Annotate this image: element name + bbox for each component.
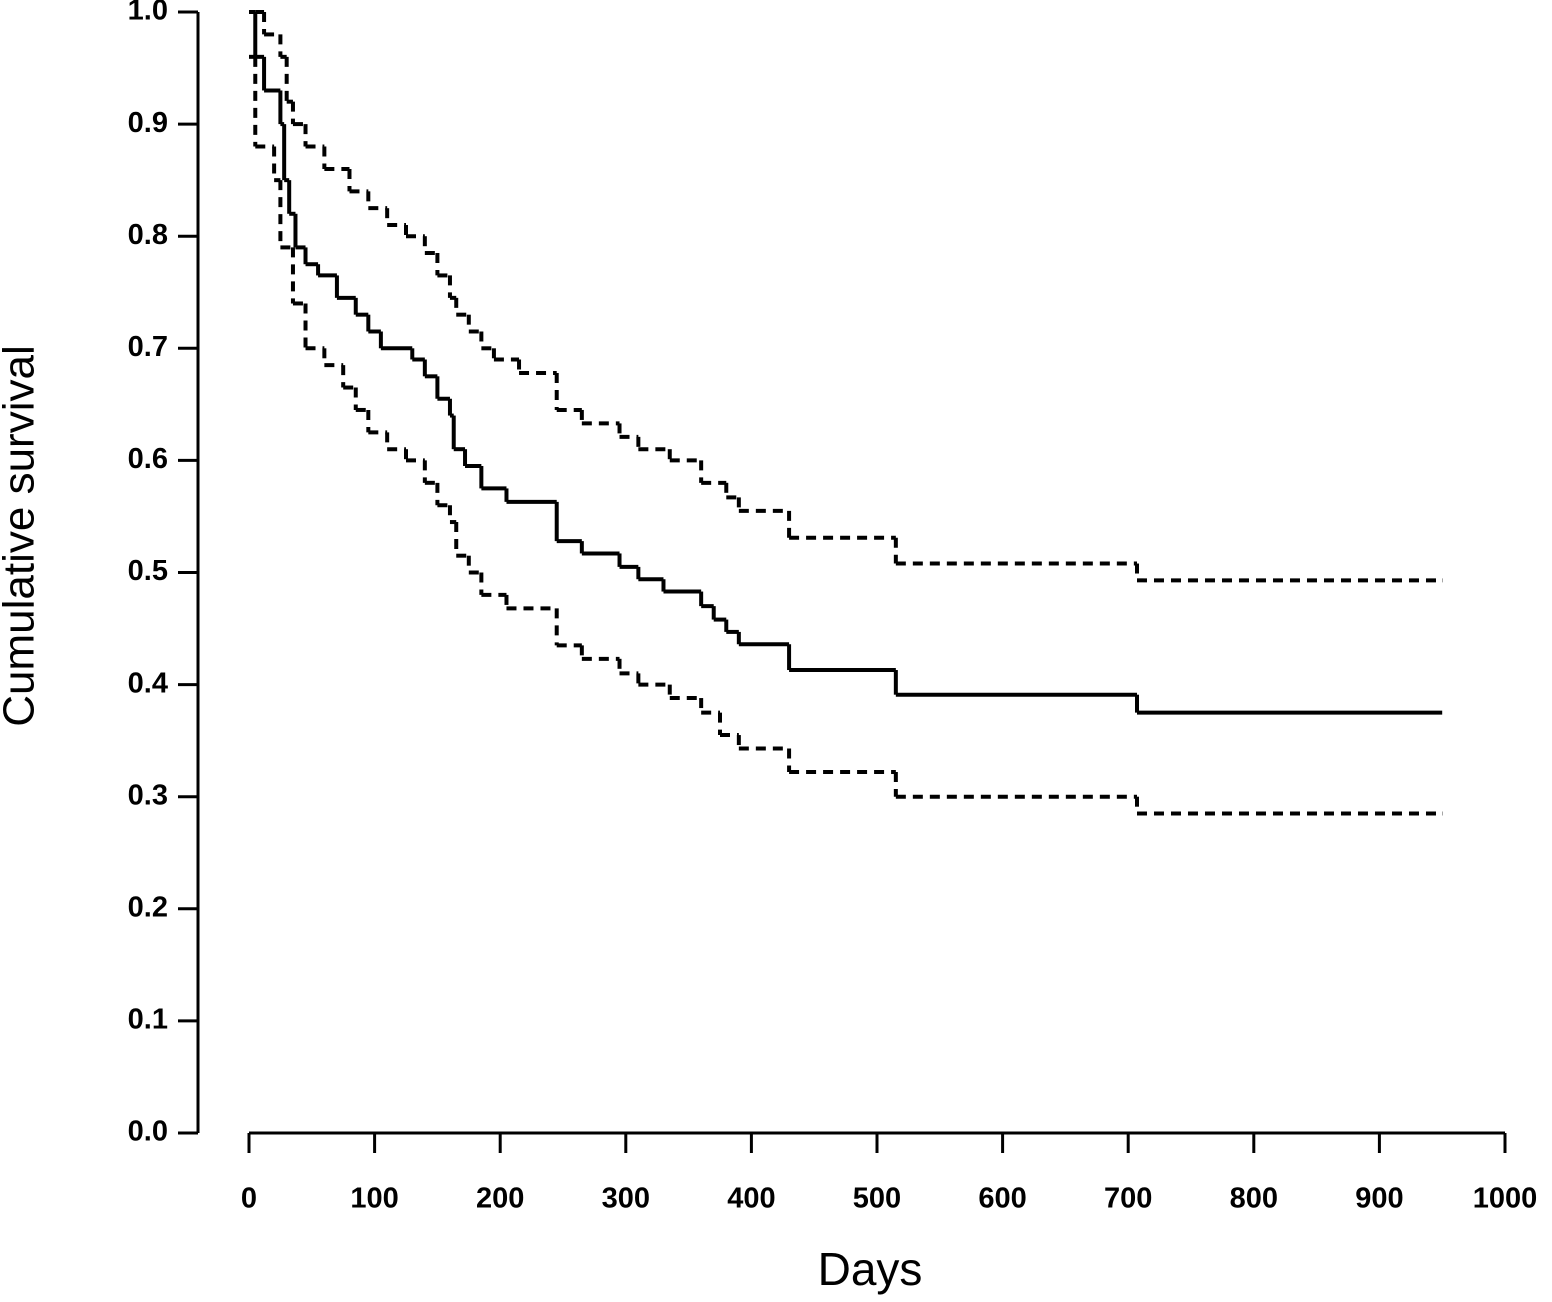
- x-tick-label: 500: [853, 1183, 901, 1215]
- y-tick-label: 0.6: [128, 443, 168, 475]
- y-tick-label: 0.9: [128, 107, 168, 139]
- y-tick-label: 0.4: [128, 667, 168, 699]
- x-tick-label: 400: [727, 1183, 775, 1215]
- x-tick-label: 700: [1104, 1183, 1152, 1215]
- y-tick-label: 0.2: [128, 891, 168, 923]
- x-tick-label: 800: [1230, 1183, 1278, 1215]
- x-tick-label: 600: [978, 1183, 1026, 1215]
- x-tick-label: 200: [476, 1183, 524, 1215]
- x-axis-label: Days: [818, 1243, 923, 1295]
- y-tick-label: 0.5: [128, 555, 168, 587]
- y-tick-label: 0.3: [128, 779, 168, 811]
- x-tick-label: 1000: [1473, 1183, 1538, 1215]
- y-tick-label: 0.7: [128, 331, 168, 363]
- x-tick-label: 0: [241, 1183, 257, 1215]
- x-tick-label: 100: [350, 1183, 398, 1215]
- x-tick-label: 900: [1355, 1183, 1403, 1215]
- y-tick-label: 0.8: [128, 219, 168, 251]
- y-tick-label: 1.0: [128, 0, 168, 27]
- x-tick-label: 300: [602, 1183, 650, 1215]
- y-tick-label: 0.1: [128, 1004, 168, 1036]
- y-tick-label: 0.0: [128, 1116, 168, 1148]
- y-axis-label: Cumulative survival: [0, 345, 44, 726]
